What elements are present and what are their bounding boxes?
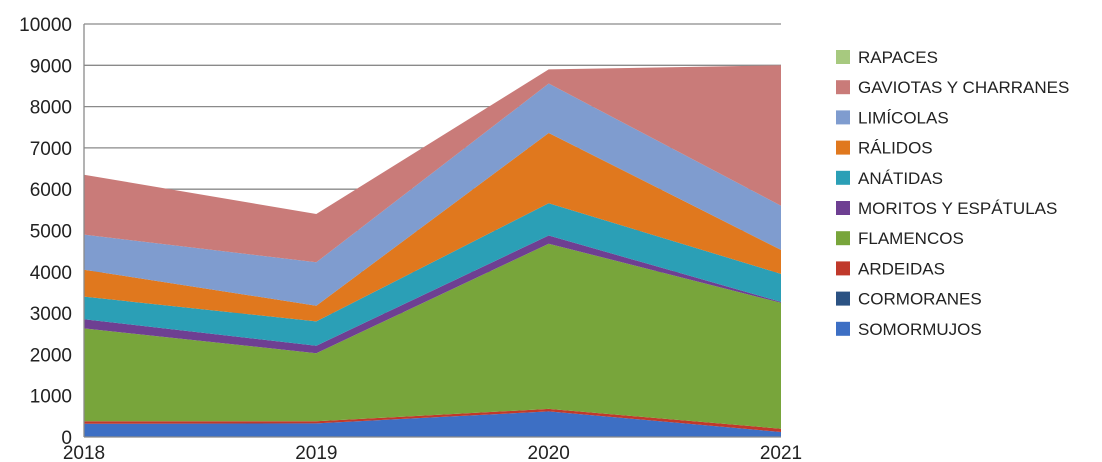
y-tick-label: 4000 (30, 263, 72, 284)
legend-swatch (836, 50, 850, 64)
legend-swatch (836, 261, 850, 276)
legend-label: GAVIOTAS Y CHARRANES (858, 78, 1069, 97)
y-tick-label: 6000 (30, 180, 72, 201)
legend-swatch (836, 201, 850, 215)
y-tick-label: 9000 (30, 56, 72, 77)
legend-swatch (836, 140, 850, 155)
legend-label: LIMÍCOLAS (858, 108, 949, 127)
legend-swatch (836, 80, 850, 95)
area-r-lidos (84, 133, 781, 322)
x-tick-label: 2019 (295, 443, 337, 462)
legend-swatch (836, 110, 850, 125)
legend-label: CORMORANES (858, 290, 982, 309)
area-series (84, 65, 781, 437)
x-tick-label: 2021 (760, 443, 802, 462)
legend-swatch (836, 291, 850, 306)
axes: 0 1000 2000 3000 4000 5000 6000 7000 8000 9000 100… (19, 15, 802, 462)
x-tick-label: 2018 (63, 443, 105, 462)
area-ardeidas (84, 408, 781, 432)
y-tick-label: 0 (61, 428, 72, 449)
legend-label: ARDEIDAS (858, 259, 945, 278)
y-tick-label: 2000 (30, 345, 72, 366)
legend-swatch (836, 231, 850, 246)
legend-label: FLAMENCOS (858, 229, 964, 248)
x-tick-label: 2020 (528, 443, 570, 462)
legend: RAPACES GAVIOTAS Y CHARRANES LIMÍCOLAS RÁLI… (836, 48, 1069, 339)
legend-swatch (836, 321, 850, 336)
y-tick-label: 1000 (30, 387, 72, 408)
y-tick-label: 7000 (30, 139, 72, 160)
y-tick-label: 5000 (30, 222, 72, 243)
area-moritos-y-esp-tulas (84, 235, 781, 354)
legend-label: SOMORMUJOS (858, 320, 982, 339)
area-somormujos (84, 411, 781, 437)
area-gaviotas-y-charranes (84, 65, 781, 263)
legend-label: ANÁTIDAS (858, 169, 943, 188)
area-lim-colas (84, 83, 781, 306)
y-tick-label: 10000 (19, 15, 72, 36)
area-an-tidas (84, 203, 781, 346)
legend-label: RÁLIDOS (858, 139, 933, 158)
legend-label: MORITOS Y ESPÁTULAS (858, 199, 1057, 218)
y-tick-label: 3000 (30, 304, 72, 325)
legend-swatch (836, 170, 850, 185)
y-tick-label: 8000 (30, 98, 72, 119)
legend-label: RAPACES (858, 48, 938, 67)
area-flamencos (84, 243, 781, 429)
